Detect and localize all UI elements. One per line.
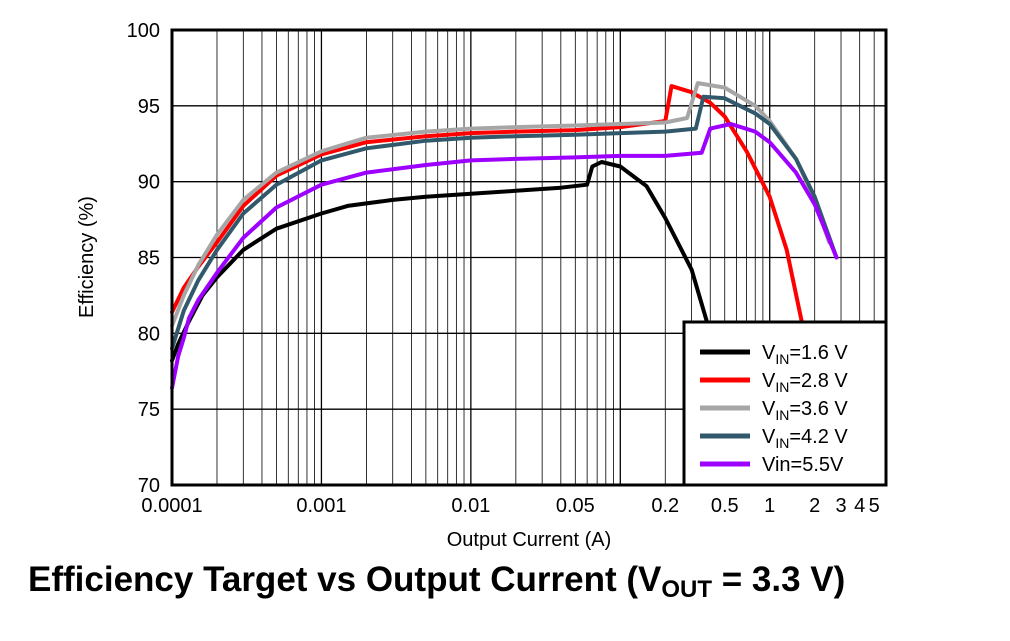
legend-label-4: VIN=4.2 V <box>762 426 848 451</box>
series-line-2 <box>170 84 807 336</box>
plot-frame <box>170 28 888 487</box>
y-tick-label: 85 <box>138 248 160 270</box>
x-tick-label: 0.001 <box>296 495 346 517</box>
series-line-4 <box>170 94 839 351</box>
caption-rest: = 3.3 V) <box>712 560 846 599</box>
x-tick-label: 1 <box>764 495 775 517</box>
x-tick-label: 0.05 <box>556 495 595 517</box>
caption-main: Efficiency Target vs Output Current (V <box>28 560 662 599</box>
legend-label-1: VIN=1.6 V <box>762 342 848 367</box>
y-tick-label: 100 <box>127 20 160 42</box>
x-axis-ticks: 0.0001 0.001 0.01 0.05 0.2 0.5 1 2 3 4 5 <box>141 495 879 517</box>
y-tick-label: 95 <box>138 96 160 118</box>
series-line-5 <box>170 122 839 390</box>
legend-box <box>682 320 888 487</box>
figure-caption: Efficiency Target vs Output Current (VOU… <box>28 560 845 604</box>
caption-subscript: OUT <box>661 576 713 603</box>
x-tick-label: 2 <box>809 495 820 517</box>
x-tick-label: 4 <box>854 495 865 517</box>
x-tick-label: 0.0001 <box>141 495 202 517</box>
series-lines <box>170 81 839 390</box>
series-line-3 <box>170 81 832 328</box>
y-axis-ticks: 70 75 80 85 90 95 100 <box>127 20 160 497</box>
legend: VIN=1.6 V VIN=2.8 V VIN=3.6 V VIN=4.2 V Vin=… <box>682 320 888 487</box>
y-tick-label: 80 <box>138 323 160 345</box>
y-tick-label: 75 <box>138 399 160 421</box>
x-tick-label: 0.5 <box>711 495 739 517</box>
legend-label-3: VIN=3.6 V <box>762 398 848 423</box>
x-axis-label: Output Current (A) <box>447 529 612 551</box>
legend-label-5: Vin=5.5V <box>762 454 844 476</box>
y-tick-label: 90 <box>138 172 160 194</box>
x-tick-label: 0.2 <box>651 495 679 517</box>
x-tick-label: 0.01 <box>451 495 490 517</box>
y-tick-label: 70 <box>138 475 160 497</box>
x-tick-label: 5 <box>869 495 880 517</box>
x-tick-label: 3 <box>835 495 846 517</box>
y-axis-label: Efficiency (%) <box>76 196 98 318</box>
legend-label-2: VIN=2.8 V <box>762 370 848 395</box>
